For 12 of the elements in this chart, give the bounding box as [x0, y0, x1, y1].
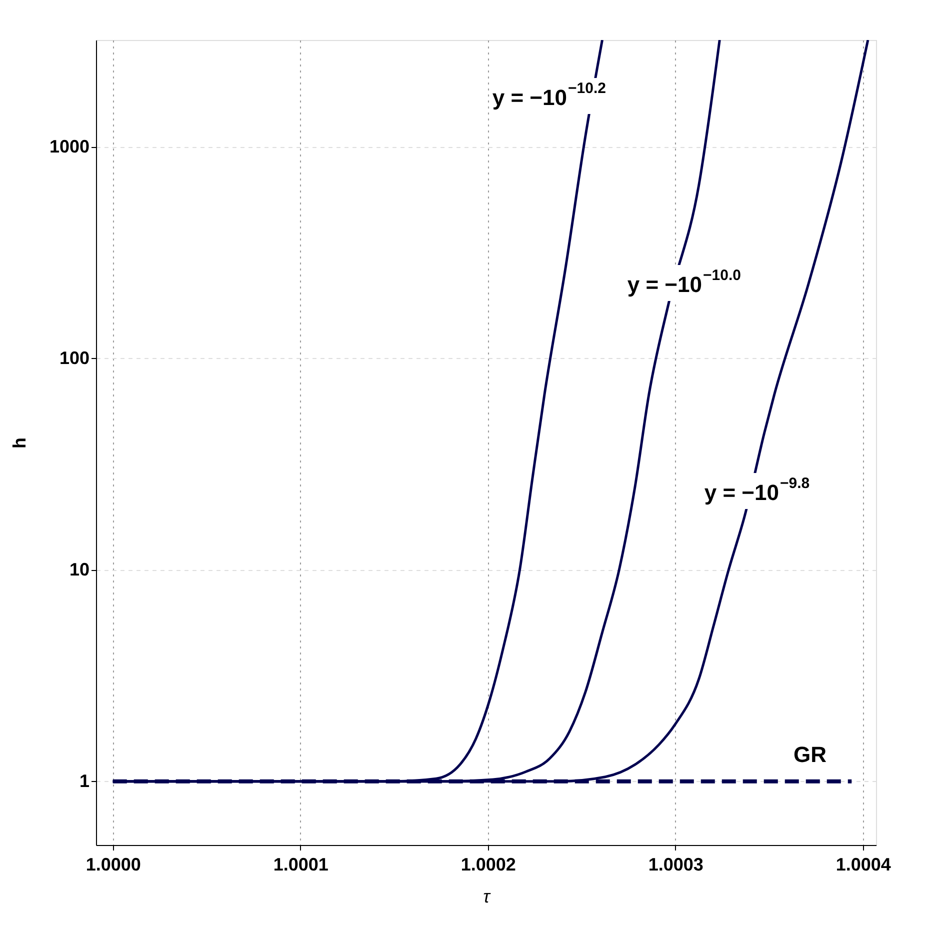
y-tick-label: 1000	[49, 136, 90, 156]
x-tick-label: 1.0000	[86, 854, 141, 874]
annotation: GR	[794, 742, 827, 767]
y-tick-label: 1	[79, 770, 90, 791]
x-tick-label: 1.0003	[648, 854, 704, 874]
y-tick-label: 10	[69, 559, 90, 580]
x-tick-label: 1.0001	[273, 854, 328, 874]
x-axis-title: τ	[483, 886, 492, 906]
x-tick-label: 1.0004	[836, 854, 891, 874]
y-axis-title: h	[9, 438, 30, 448]
x-tick-label: 1.0002	[460, 854, 516, 874]
y-tick-label: 100	[59, 348, 90, 368]
